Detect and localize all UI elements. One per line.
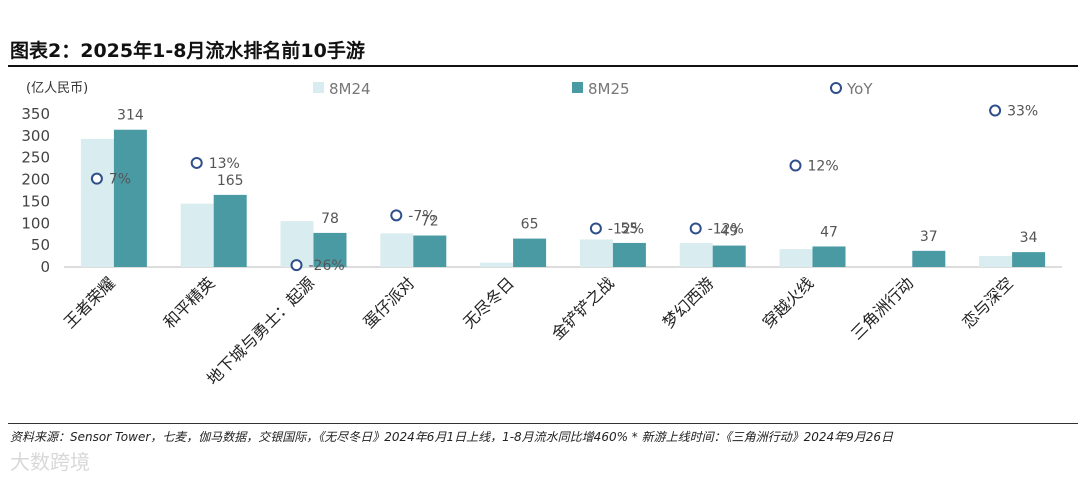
bar-8m25-6 bbox=[712, 245, 746, 267]
yoy-label-1: 13% bbox=[209, 156, 240, 172]
title-divider bbox=[8, 65, 1078, 67]
bar-8m24-4 bbox=[480, 262, 514, 267]
bar-8m24-9 bbox=[979, 256, 1013, 267]
y-tick-label-4: 200 bbox=[21, 171, 50, 189]
category-label-3: 蛋仔派对 bbox=[359, 273, 418, 332]
bar-value-label-7: 47 bbox=[820, 224, 838, 240]
bar-8m25-3 bbox=[413, 235, 447, 267]
yoy-label-0: 7% bbox=[109, 172, 131, 188]
y-tick-label-7: 350 bbox=[21, 105, 50, 123]
source-note: 资料来源：Sensor Tower，七麦，伽马数据，交银国际，《无尽冬日》202… bbox=[10, 430, 894, 444]
source-divider bbox=[8, 423, 1078, 424]
bar-value-label-9: 34 bbox=[1020, 230, 1038, 246]
bar-8m25-2 bbox=[313, 232, 347, 267]
bar-value-label-3: 72 bbox=[421, 214, 439, 230]
bar-8m25-5 bbox=[612, 242, 646, 267]
category-label-6: 梦幻西游 bbox=[659, 273, 718, 332]
y-tick-label-1: 50 bbox=[31, 236, 50, 254]
bar-8m25-0 bbox=[113, 129, 147, 267]
yoy-marker-5 bbox=[589, 222, 602, 235]
yoy-marker-9 bbox=[989, 104, 1002, 117]
category-label-8: 三角洲行动 bbox=[847, 273, 917, 343]
bar-value-label-2: 78 bbox=[321, 211, 339, 227]
category-label-5: 金铲铲之战 bbox=[548, 273, 618, 343]
yoy-marker-1 bbox=[190, 156, 203, 169]
legend-label-yoy: YoY bbox=[846, 80, 873, 98]
yoy-marker-2 bbox=[290, 259, 303, 272]
legend-label-8m25: 8M25 bbox=[588, 80, 630, 98]
bar-value-label-6: 49 bbox=[720, 224, 738, 240]
bar-8m24-1 bbox=[180, 203, 214, 267]
bar-8m24-6 bbox=[679, 242, 713, 267]
legend-swatch-8m25 bbox=[572, 82, 583, 93]
bar-8m24-3 bbox=[380, 233, 414, 267]
category-label-7: 穿越火线 bbox=[759, 273, 818, 332]
bar-8m24-0 bbox=[80, 138, 114, 267]
y-tick-label-6: 300 bbox=[21, 127, 50, 145]
y-unit-label: (亿人民币) bbox=[26, 81, 88, 96]
category-label-4: 无尽冬日 bbox=[459, 273, 518, 332]
category-label-2: 地下城与勇士：起源 bbox=[203, 273, 318, 388]
category-label-1: 和平精英 bbox=[160, 273, 219, 332]
yoy-marker-6 bbox=[689, 222, 702, 235]
bar-8m24-5 bbox=[579, 239, 613, 267]
watermark-text: 大数跨境 bbox=[10, 450, 90, 474]
yoy-marker-3 bbox=[390, 209, 403, 222]
legend-label-8m24: 8M24 bbox=[329, 80, 371, 98]
y-tick-label-2: 100 bbox=[21, 214, 50, 232]
yoy-label-3: -7% bbox=[408, 208, 435, 224]
bar-value-label-1: 165 bbox=[217, 173, 244, 189]
bar-value-label-4: 65 bbox=[521, 217, 539, 233]
yoy-label-2: -26% bbox=[309, 258, 345, 274]
bar-8m25-8 bbox=[912, 250, 946, 267]
chart-title: 图表2：2025年1-8月流水排名前10手游 bbox=[10, 40, 365, 62]
legend-swatch-yoy bbox=[830, 82, 842, 94]
legend-swatch-8m24 bbox=[313, 82, 324, 93]
category-label-9: 恋与深空 bbox=[958, 273, 1017, 332]
yoy-label-7: 12% bbox=[808, 159, 839, 175]
yoy-label-5: -12% bbox=[608, 221, 644, 237]
yoy-label-6: -12% bbox=[708, 221, 744, 237]
bar-value-label-0: 314 bbox=[117, 108, 144, 124]
bar-8m25-7 bbox=[812, 246, 846, 267]
bar-8m25-9 bbox=[1012, 252, 1046, 267]
yoy-marker-0 bbox=[90, 172, 103, 185]
bar-8m24-7 bbox=[779, 249, 813, 267]
category-label-0: 王者荣耀 bbox=[60, 273, 119, 332]
y-tick-label-5: 250 bbox=[21, 149, 50, 167]
y-tick-label-3: 150 bbox=[21, 192, 50, 210]
bar-value-label-5: 55 bbox=[620, 221, 638, 237]
bar-8m25-4 bbox=[513, 238, 547, 267]
bar-8m25-1 bbox=[213, 194, 247, 267]
bar-value-label-8: 37 bbox=[920, 229, 938, 245]
bar-chart: (亿人民币) 0 50 100 150 200 250 300 350 8M24 8M25 YoY 31… bbox=[21, 80, 1062, 389]
y-tick-label-0: 0 bbox=[40, 258, 50, 276]
yoy-label-9: 33% bbox=[1007, 104, 1038, 120]
yoy-marker-7 bbox=[789, 159, 802, 172]
